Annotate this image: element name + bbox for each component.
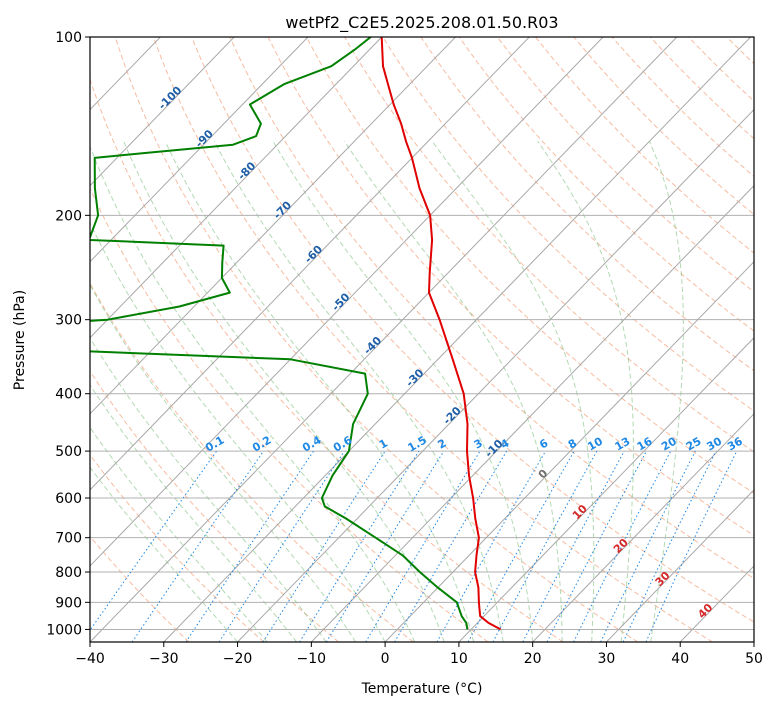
mixing-ratio-lines <box>90 450 738 642</box>
y-axis-title: Pressure (hPa) <box>12 290 28 390</box>
isotherm-line <box>532 413 754 642</box>
y-tick-label: 700 <box>55 531 82 547</box>
profile-series <box>90 37 502 631</box>
x-tick-label: 30 <box>598 651 616 667</box>
isotherm-line <box>90 37 456 415</box>
x-tick-label: −30 <box>149 651 179 667</box>
isotherm-gridlines <box>90 37 754 642</box>
isotherm-line <box>606 489 754 642</box>
mixing-ratio-line <box>325 450 445 642</box>
y-tick-label: 300 <box>55 313 82 329</box>
y-axis: 100 200 300 400 500 600 700 800 900 1000 <box>46 30 90 638</box>
isotherm-line <box>90 37 383 339</box>
mixing-ratio-line <box>467 450 575 642</box>
dewpoint-profile-line <box>90 37 469 630</box>
mixing-ratio-line <box>90 450 218 632</box>
dry-adiabat <box>90 370 339 642</box>
y-tick-label: 500 <box>55 444 82 460</box>
x-tick-label: 40 <box>671 651 689 667</box>
isotherm-line <box>90 37 530 491</box>
x-axis-title: Temperature (°C) <box>361 681 483 697</box>
x-tick-label: 50 <box>745 651 763 667</box>
isotherm-line <box>90 37 604 567</box>
x-tick-label: 20 <box>524 651 542 667</box>
isotherm-line <box>90 37 235 187</box>
y-tick-label: 900 <box>55 595 82 611</box>
dry-adiabat <box>420 37 754 372</box>
x-tick-label: 0 <box>381 651 390 667</box>
mixing-ratio-line <box>185 450 315 642</box>
mixing-ratio-line <box>218 450 345 642</box>
dry-adiabat <box>191 37 754 623</box>
chart-title: wetPf2_C2E5.2025.208.01.50.R03 <box>285 13 558 33</box>
y-tick-label: 600 <box>55 491 82 507</box>
x-tick-label: −20 <box>223 651 253 667</box>
y-tick-label: 100 <box>55 30 82 46</box>
dry-adiabat <box>90 535 190 642</box>
isotherm-line <box>384 260 754 642</box>
dry-adiabat <box>90 187 489 642</box>
isotherm-line <box>90 37 309 263</box>
mixing-ratio-line <box>262 450 386 642</box>
mixing-ratio-line <box>600 450 696 642</box>
dry-adiabat <box>90 77 564 642</box>
isobar-gridlines <box>90 37 754 630</box>
isotherm-line <box>163 37 751 642</box>
isotherm-line <box>458 337 754 642</box>
dry-adiabat <box>229 37 754 579</box>
x-axis: −40 −30 −20 −10 0 10 20 30 40 50 <box>75 642 763 667</box>
isotherm-line <box>237 108 754 642</box>
plot-area: -100-90-80-70-60-50-40-30-20-10010203040… <box>90 37 754 642</box>
dry-adiabat <box>458 37 754 332</box>
mixing-ratio-line <box>573 450 672 642</box>
mixing-ratio-line <box>522 450 625 642</box>
y-tick-label: 800 <box>55 565 82 581</box>
dry-adiabat <box>344 37 754 453</box>
x-tick-label: 10 <box>450 651 468 667</box>
plot-frame <box>89 36 755 643</box>
mixing-ratio-line <box>492 450 598 642</box>
isotherm-line <box>90 37 678 642</box>
y-tick-label: 200 <box>55 208 82 224</box>
x-tick-label: −40 <box>75 651 105 667</box>
temperature-profile-line <box>380 37 502 631</box>
isotherm-line <box>310 184 754 642</box>
dry-adiabat <box>114 37 639 642</box>
y-tick-label: 400 <box>55 387 82 403</box>
mixing-ratio-line <box>131 450 264 642</box>
x-tick-label: −10 <box>297 651 327 667</box>
y-tick-label: 1000 <box>46 622 82 638</box>
